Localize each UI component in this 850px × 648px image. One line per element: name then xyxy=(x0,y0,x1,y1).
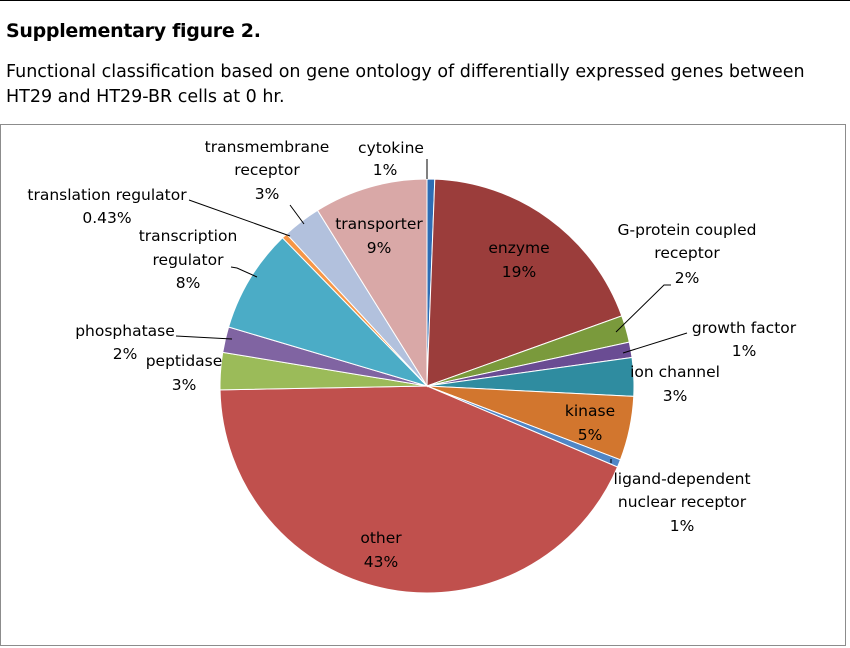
slice-label-kinase: kinase xyxy=(565,402,615,420)
slice-label-cytokine: cytokine xyxy=(358,139,424,157)
slice-label-transmembrane-receptor: transmembrane xyxy=(205,138,330,156)
slice-percent-ligand-dependent-nuclear-receptor: 1% xyxy=(670,517,695,535)
slice-label-transcription-regulator: regulator xyxy=(153,251,225,269)
leader-line-transcription-regulator xyxy=(230,266,258,278)
caption-line-2: HT29 and HT29-BR cells at 0 hr. xyxy=(6,87,285,107)
slice-label-enzyme: enzyme xyxy=(488,239,549,257)
leader-line-transmembrane-receptor xyxy=(289,204,305,225)
figure-title: Supplementary figure 2. xyxy=(6,20,261,42)
slice-percent-translation-regulator: 0.43% xyxy=(82,209,131,227)
slice-label-ligand-dependent-nuclear-receptor: nuclear receptor xyxy=(618,493,747,511)
slice-label-g-protein-coupled-receptor: receptor xyxy=(654,244,720,262)
leader-line-phosphatase xyxy=(175,335,233,340)
slice-percent-transcription-regulator: 8% xyxy=(176,274,201,292)
pie-slice-transcription-regulator xyxy=(227,237,429,388)
slice-label-phosphatase: phosphatase xyxy=(75,322,175,340)
leader-line-growth-factor xyxy=(622,332,688,354)
figure-caption: Functional classification based on gene … xyxy=(6,60,848,110)
pie-slice-enzyme xyxy=(426,178,623,387)
slice-percent-growth-factor: 1% xyxy=(732,342,757,360)
pie-chart: cytokine 1% enzyme 19% G-protein coupled rece… xyxy=(27,138,797,594)
slice-label-growth-factor: growth factor xyxy=(692,319,797,337)
slice-percent-other: 43% xyxy=(364,553,398,571)
slice-percent-cytokine: 1% xyxy=(373,161,398,179)
slice-percent-enzyme: 19% xyxy=(502,263,536,281)
chart-frame: cytokine 1% enzyme 19% G-protein coupled rece… xyxy=(0,124,846,646)
slice-label-transporter: transporter xyxy=(335,215,423,233)
leader-line-g-protein-coupled-receptor xyxy=(615,284,671,333)
slice-label-transcription-regulator: transcription xyxy=(139,227,238,245)
pie-slice-transporter xyxy=(316,178,428,388)
slice-percent-g-protein-coupled-receptor: 2% xyxy=(675,269,700,287)
leader-line-translation-regulator xyxy=(188,199,291,237)
slice-label-ligand-dependent-nuclear-receptor: ligand-dependent xyxy=(613,470,750,488)
slice-percent-transmembrane-receptor: 3% xyxy=(255,185,280,203)
slice-label-ion-channel: ion channel xyxy=(630,363,720,381)
slice-percent-kinase: 5% xyxy=(578,426,603,444)
slice-percent-phosphatase: 2% xyxy=(113,345,138,363)
slice-percent-ion-channel: 3% xyxy=(663,387,688,405)
slice-label-g-protein-coupled-receptor: G-protein coupled xyxy=(618,221,757,239)
slice-label-peptidase: peptidase xyxy=(146,352,223,370)
caption-line-1: Functional classification based on gene … xyxy=(6,62,805,82)
slice-percent-transporter: 9% xyxy=(367,239,392,257)
pie-slice-other xyxy=(219,385,619,594)
slice-label-translation-regulator: translation regulator xyxy=(27,186,187,204)
top-rule xyxy=(0,0,850,1)
slice-label-other: other xyxy=(360,529,402,547)
slice-label-transmembrane-receptor: receptor xyxy=(234,161,300,179)
slice-percent-peptidase: 3% xyxy=(172,376,197,394)
